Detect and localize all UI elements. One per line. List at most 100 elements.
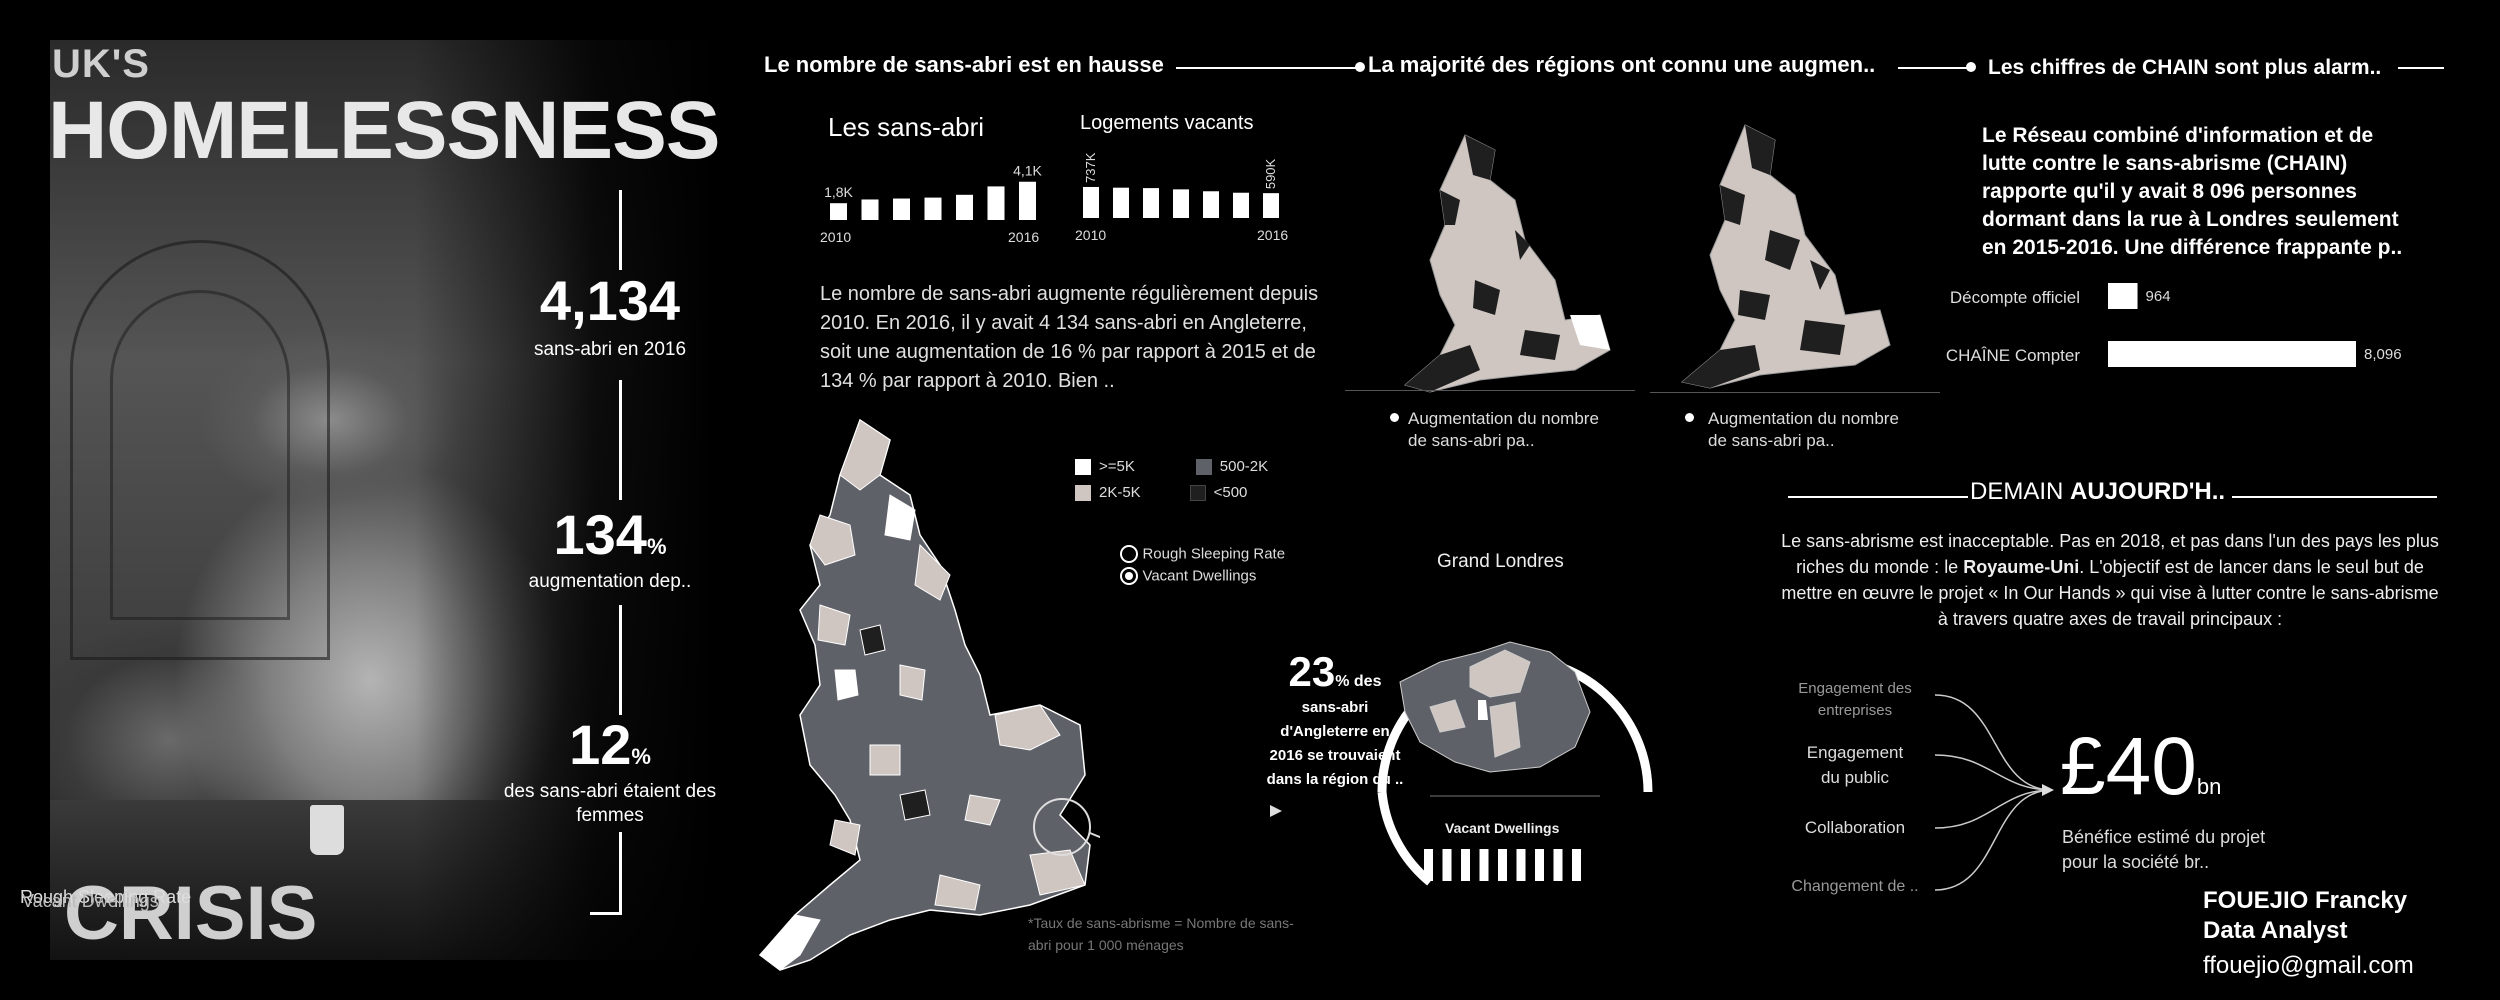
region-cumbria bbox=[809, 514, 856, 566]
london-caption: Vacant Dwellings bbox=[1445, 820, 1560, 836]
london-strip-bar bbox=[1479, 849, 1489, 881]
chain-bar-label: 964 bbox=[2146, 288, 2171, 305]
region-dark bbox=[1810, 260, 1830, 290]
region-dark bbox=[1520, 330, 1560, 360]
benefit-amount-unit: bn bbox=[2196, 774, 2222, 799]
header-chain: Les chiffres de CHAIN sont plus alarm.. bbox=[1988, 56, 2382, 79]
london-highlight-ring bbox=[1033, 798, 1091, 856]
radio-icon bbox=[1120, 545, 1138, 563]
connector-line bbox=[1934, 789, 2053, 891]
region-dark bbox=[1440, 190, 1460, 225]
region-dark bbox=[1720, 185, 1745, 225]
overlap-legend-a: Rough Sleeping Rate bbox=[20, 887, 192, 907]
future-text-a: Le sans-abrisme est inacceptable. Pas en… bbox=[1781, 531, 2439, 577]
header-divider bbox=[2398, 67, 2444, 69]
gauge-arc-tail bbox=[1377, 791, 1433, 886]
homeless-bar bbox=[1019, 181, 1036, 220]
london-borough bbox=[1429, 699, 1466, 733]
chain-bar bbox=[2108, 341, 2356, 367]
legend-label: >=5K bbox=[1099, 458, 1135, 475]
london-strip-bar bbox=[1498, 849, 1507, 881]
region-norfolk bbox=[994, 704, 1061, 751]
chain-row-label: CHAÎNE Compter bbox=[1945, 346, 2080, 365]
door-arch-decoration bbox=[70, 240, 330, 660]
future-header: DEMAIN AUJOURD'H.. bbox=[1970, 478, 2225, 506]
region-map-outline bbox=[1403, 134, 1611, 393]
vacant-bar bbox=[1083, 186, 1099, 218]
homeless-bar bbox=[924, 197, 942, 220]
future-header-b: AUJOURD'H.. bbox=[2070, 478, 2226, 505]
header-divider bbox=[1176, 67, 1356, 69]
caption-dot bbox=[1685, 413, 1694, 422]
region-yorkshire bbox=[914, 543, 951, 601]
stat-homeless-value: 4,134 bbox=[539, 269, 681, 332]
homeless-bar-label: 1,8K bbox=[824, 184, 853, 200]
legend-label: <500 bbox=[1213, 484, 1248, 501]
author-name: FOUEJIO Francky bbox=[2203, 887, 2408, 914]
future-header-a: DEMAIN bbox=[1970, 478, 2064, 505]
london-strip-bar bbox=[1572, 849, 1581, 881]
london-strip-bar bbox=[1461, 849, 1470, 881]
chain-bar-chart: 964 8,096 bbox=[2108, 283, 2402, 367]
region-durham bbox=[884, 494, 916, 541]
header-regions: La majorité des régions ont connu une au… bbox=[1368, 52, 1876, 77]
homeless-x-start: 2010 bbox=[820, 229, 851, 245]
region-map-right-caption: Augmentation du nombre de sans-abri pa.. bbox=[1708, 409, 1899, 450]
stat-women-value: 12% bbox=[569, 713, 651, 776]
england-map bbox=[758, 418, 1100, 971]
region-dark bbox=[1738, 290, 1770, 320]
legend-swatch bbox=[1189, 484, 1206, 501]
homeless-bar bbox=[893, 198, 910, 220]
region-dark bbox=[1765, 230, 1800, 270]
legend-swatch bbox=[1075, 484, 1091, 501]
hero-title-top: UK'S bbox=[52, 42, 150, 86]
axis-collaboration: Collaboration bbox=[1804, 818, 1906, 837]
door-inner-arch-decoration bbox=[110, 290, 290, 620]
london-gauge bbox=[1377, 641, 1653, 886]
cup-icon bbox=[310, 805, 344, 855]
author-role: Data Analyst bbox=[2203, 917, 2348, 944]
future-divider bbox=[1788, 496, 1968, 498]
region-dark bbox=[1473, 280, 1500, 315]
header-divider bbox=[1898, 67, 1968, 69]
vacant-chart-title: Logements vacants bbox=[1080, 112, 1254, 134]
homeless-chart-title: Les sans-abri bbox=[828, 112, 985, 142]
london-pct-suffix: % des bbox=[1335, 673, 1382, 690]
hero-photo bbox=[50, 40, 715, 960]
region-dark bbox=[1515, 230, 1530, 260]
london-bar-strip bbox=[1424, 849, 1581, 881]
timeline-foot bbox=[590, 912, 622, 915]
future-paragraph: Le sans-abrisme est inacceptable. Pas en… bbox=[1780, 528, 2440, 632]
chain-paragraph: Le Réseau combiné d'information et de lu… bbox=[1982, 124, 2403, 259]
timeline-line bbox=[619, 380, 622, 500]
stat-increase-value: 134% bbox=[553, 503, 667, 566]
photo-fade bbox=[415, 40, 715, 960]
timeline-line bbox=[619, 190, 622, 270]
region-light bbox=[1570, 315, 1610, 350]
radio-selected-icon bbox=[1120, 567, 1138, 585]
homeless-bar bbox=[987, 186, 1005, 220]
chain-bar-label: 8,096 bbox=[2364, 346, 2402, 363]
vacant-bar-chart: 737K 590K 2010 2016 bbox=[1075, 152, 1288, 243]
london-strip-bar bbox=[1535, 849, 1544, 881]
toggle-label: Vacant Dwellings bbox=[1142, 567, 1257, 585]
vacant-x-start: 2010 bbox=[1075, 227, 1106, 243]
london-strip-bar bbox=[1553, 849, 1563, 881]
connector-arrow-icon bbox=[2042, 784, 2054, 796]
chain-row-label: Décompte officiel bbox=[1949, 288, 2080, 307]
region-map-left bbox=[1403, 134, 1611, 393]
london-title: Grand Londres bbox=[1437, 551, 1564, 572]
region-lancashire bbox=[817, 604, 851, 646]
toggle-rough-sleeping[interactable]: Rough Sleeping Rate bbox=[1120, 545, 1285, 563]
hero-title-bottom: CRISIS bbox=[64, 871, 318, 956]
region-birmingham bbox=[869, 744, 901, 776]
toggle-vacant-dwellings[interactable]: Vacant Dwellings bbox=[1120, 567, 1256, 585]
vacant-bar bbox=[1233, 192, 1249, 218]
future-divider bbox=[2232, 496, 2437, 498]
london-pct-value: 23 bbox=[1288, 648, 1336, 695]
stat-women-label: des sans-abri étaient des femmes bbox=[503, 781, 717, 826]
future-text-b: . L'objectif est de lancer dans le seul … bbox=[1781, 557, 2439, 629]
vacant-bar bbox=[1203, 191, 1219, 218]
axis-business: Engagement des entreprises bbox=[1798, 680, 1912, 719]
author-email[interactable]: ffouejio@gmail.com bbox=[2203, 952, 2414, 979]
